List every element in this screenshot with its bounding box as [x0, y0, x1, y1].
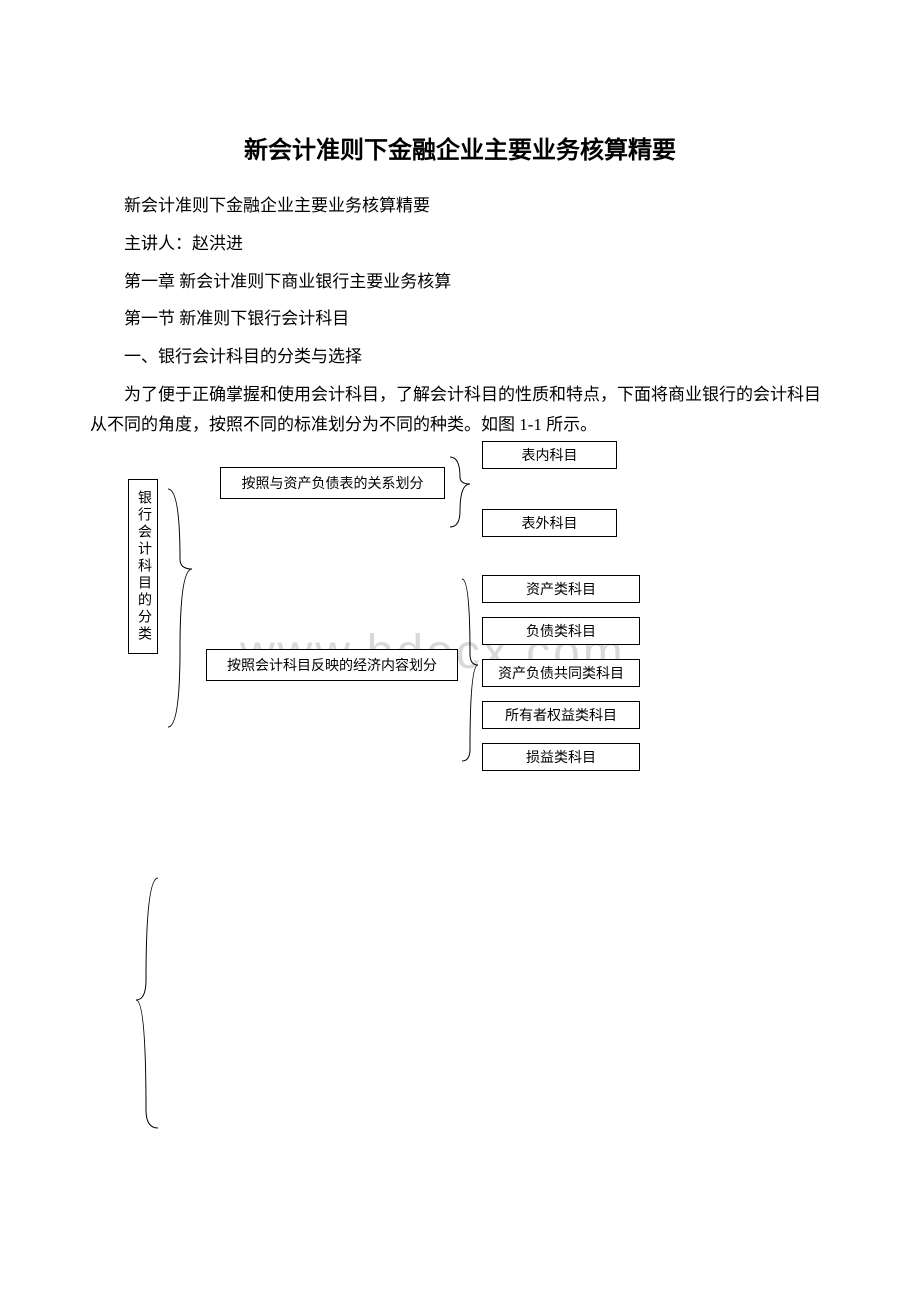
diagram-branch1: 按照与资产负债表的关系划分	[220, 467, 445, 499]
orphan-brace	[130, 870, 170, 1140]
diagram-leaf-b1-0: 表内科目	[482, 441, 617, 469]
paragraph-speaker: 主讲人：赵洪进	[90, 229, 830, 259]
diagram-root: 银行会计科目的分类	[128, 479, 158, 654]
diagram-leaf-b2-0: 资产类科目	[482, 575, 640, 603]
diagram-leaf-b1-1: 表外科目	[482, 509, 617, 537]
brace-root	[158, 469, 218, 729]
paragraph-subtitle: 新会计准则下金融企业主要业务核算精要	[90, 191, 830, 221]
paragraph-heading1: 一、银行会计科目的分类与选择	[90, 342, 830, 372]
diagram-leaf-b2-4: 损益类科目	[482, 743, 640, 771]
paragraph-chapter: 第一章 新会计准则下商业银行主要业务核算	[90, 267, 830, 297]
brace-branch1	[445, 449, 485, 539]
page-title: 新会计准则下金融企业主要业务核算精要	[90, 130, 830, 165]
diagram-branch2: 按照会计科目反映的经济内容划分	[206, 649, 458, 681]
diagram-leaf-b2-3: 所有者权益类科目	[482, 701, 640, 729]
diagram-leaf-b2-2: 资产负债共同类科目	[482, 659, 640, 687]
paragraph-section: 第一节 新准则下银行会计科目	[90, 304, 830, 334]
paragraph-intro: 为了便于正确掌握和使用会计科目，了解会计科目的性质和特点，下面将商业银行的会计科…	[90, 380, 830, 440]
classification-diagram: www.bdocx.com 银行会计科目的分类 按照与资产负债表的关系划分 表内…	[90, 449, 830, 809]
diagram-leaf-b2-1: 负债类科目	[482, 617, 640, 645]
